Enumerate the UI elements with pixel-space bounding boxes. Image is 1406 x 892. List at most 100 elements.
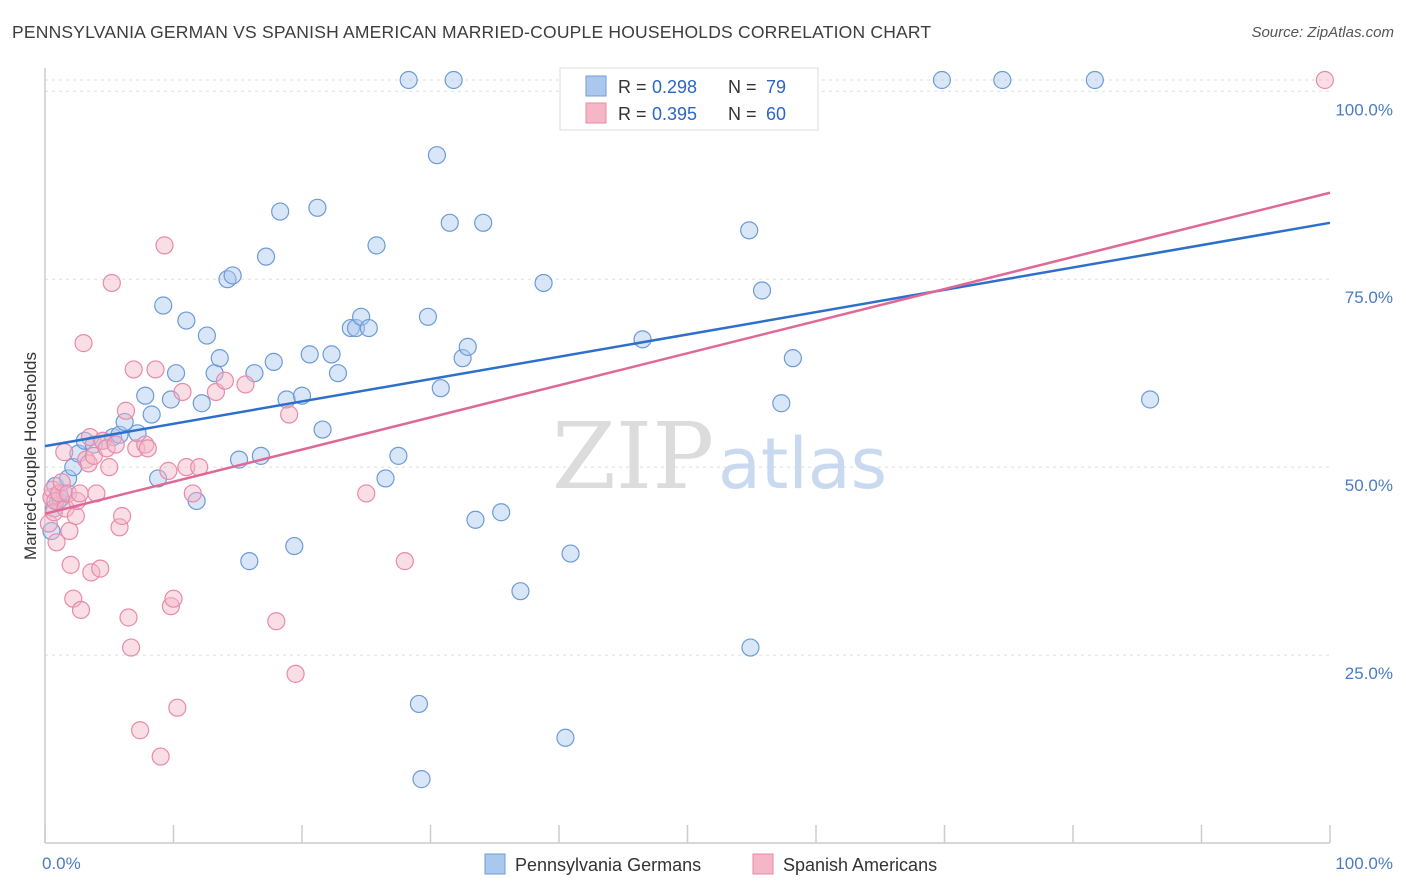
pennsylvania-german-point-24 bbox=[192, 394, 211, 413]
legend-n-value-2: 60 bbox=[766, 104, 786, 124]
pennsylvania-german-point-45 bbox=[341, 318, 360, 338]
spanish-american-point-43 bbox=[155, 236, 174, 255]
x-tick-label-min: 0.0% bbox=[42, 854, 81, 873]
pennsylvania-german-point-48 bbox=[359, 318, 378, 338]
watermark-atlas: atlas bbox=[718, 423, 887, 505]
pennsylvania-german-point-31 bbox=[240, 552, 259, 571]
pennsylvania-german-point-50 bbox=[376, 469, 395, 488]
spanish-american-point-59 bbox=[395, 552, 414, 571]
legend-r-label-2: R = bbox=[618, 104, 647, 124]
y-tick-label-100: 100.0% bbox=[1335, 100, 1393, 119]
legend-r-value-2: 0.395 bbox=[652, 104, 697, 124]
bottom-legend-swatch-pink bbox=[752, 853, 774, 875]
pennsylvania-german-point-63 bbox=[474, 213, 493, 232]
y-tick-label-25: 25.0% bbox=[1345, 664, 1393, 683]
pennsylvania-german-point-59 bbox=[444, 70, 463, 90]
pennsylvania-german-point-66 bbox=[534, 273, 553, 293]
spanish-american-point-0 bbox=[39, 514, 58, 533]
pennsylvania-german-point-53 bbox=[409, 694, 429, 714]
spanish-american-point-44 bbox=[159, 461, 178, 480]
spanish-american-point-38 bbox=[130, 721, 150, 740]
top-legend: R = 0.298 N = 79 R = 0.395 N = 60 bbox=[559, 67, 819, 131]
pennsylvania-german-point-35 bbox=[264, 352, 283, 371]
spanish-american-point-27 bbox=[97, 439, 116, 458]
y-tick-label-50: 50.0% bbox=[1345, 476, 1393, 495]
pennsylvania-german-point-36 bbox=[271, 202, 290, 221]
bottom-legend-label-2: Spanish Americans bbox=[783, 855, 937, 875]
pennsylvania-german-point-56 bbox=[427, 146, 447, 165]
pennsylvania-german-point-44 bbox=[328, 364, 348, 383]
spanish-american-point-28 bbox=[100, 458, 119, 477]
legend-n-value-1: 79 bbox=[766, 77, 786, 97]
legend-swatch-pink bbox=[585, 102, 607, 124]
spanish-american-point-25 bbox=[91, 559, 110, 578]
pennsylvania-german-point-51 bbox=[389, 446, 408, 465]
pennsylvania-german-point-75 bbox=[932, 70, 952, 90]
spanish-american-point-33 bbox=[116, 401, 136, 420]
pennsylvania-german-point-58 bbox=[440, 213, 459, 232]
spanish-american-point-34 bbox=[119, 608, 138, 627]
legend-r-value-1: 0.298 bbox=[652, 77, 697, 97]
spanish-american-point-57 bbox=[286, 664, 305, 683]
bottom-legend-label-1: Pennsylvania Germans bbox=[515, 855, 701, 875]
pennsylvania-german-point-76 bbox=[993, 70, 1012, 90]
y-tick-labels: 25.0% 50.0% 75.0% 100.0% bbox=[1335, 100, 1393, 683]
trend-lines bbox=[44, 191, 1331, 515]
spanish-american-point-41 bbox=[146, 360, 165, 379]
pennsylvania-german-point-27 bbox=[210, 349, 229, 368]
watermark-zip: ZIP bbox=[552, 403, 714, 510]
pennsylvania-german-point-41 bbox=[308, 198, 327, 217]
spanish-american-point-58 bbox=[357, 484, 376, 503]
spanish-american-point-7 bbox=[52, 473, 71, 492]
pennsylvania-german-point-65 bbox=[511, 582, 530, 601]
legend-n-label-2: N = bbox=[728, 104, 757, 124]
pennsylvania-german-point-64 bbox=[492, 503, 511, 522]
spanish-american-point-56 bbox=[280, 405, 299, 424]
spanish-american-point-16 bbox=[70, 484, 89, 503]
spanish-american-point-50 bbox=[183, 484, 202, 503]
spanish-american-point-35 bbox=[121, 638, 141, 657]
legend-swatch-blue bbox=[585, 75, 607, 97]
source-credit: Source: ZipAtlas.com bbox=[1251, 24, 1394, 41]
bottom-legend: Pennsylvania Germans Spanish Americans bbox=[484, 853, 937, 875]
pennsylvania-german-point-19 bbox=[154, 296, 173, 315]
pennsylvania-german-point-43 bbox=[322, 345, 341, 364]
spanish-american-point-8 bbox=[55, 443, 74, 462]
y-axis-title: Married-couple Households bbox=[21, 352, 40, 560]
spanish-american-point-36 bbox=[124, 360, 143, 379]
spanish-american-point-46 bbox=[164, 589, 183, 608]
spanish-american-point-17 bbox=[71, 600, 91, 620]
spanish-american-point-31 bbox=[110, 518, 129, 537]
pennsylvania-german-point-18 bbox=[148, 469, 168, 488]
trend-line-spanish-americans bbox=[44, 191, 1331, 515]
spanish-american-point-48 bbox=[173, 382, 192, 402]
spanish-american-point-29 bbox=[102, 273, 121, 293]
spanish-american-point-18 bbox=[74, 334, 93, 353]
pennsylvania-german-point-60 bbox=[453, 349, 472, 368]
spanish-american-point-32 bbox=[112, 506, 132, 526]
pennsylvania-german-point-55 bbox=[418, 307, 438, 326]
pennsylvania-german-point-52 bbox=[399, 70, 418, 90]
pennsylvania-german-point-77 bbox=[1085, 70, 1104, 90]
pennsylvania-german-point-42 bbox=[313, 420, 332, 439]
pennsylvania-german-point-71 bbox=[741, 638, 760, 657]
pennsylvania-german-point-29 bbox=[223, 266, 242, 285]
trend-line-pennsylvania-germans bbox=[44, 221, 1331, 448]
pennsylvania-german-point-67 bbox=[556, 728, 575, 747]
pennsylvania-german-point-74 bbox=[783, 349, 802, 368]
pennsylvania-german-point-22 bbox=[177, 311, 196, 330]
pennsylvania-german-point-54 bbox=[412, 770, 431, 789]
pennsylvania-german-point-16 bbox=[136, 386, 155, 405]
pennsylvania-german-point-72 bbox=[752, 281, 772, 300]
pennsylvania-german-point-17 bbox=[142, 405, 161, 424]
spanish-american-point-55 bbox=[267, 612, 286, 631]
spanish-american-point-49 bbox=[177, 458, 196, 477]
pennsylvania-german-point-61 bbox=[458, 337, 477, 356]
pennsylvania-german-point-69 bbox=[633, 330, 652, 349]
pennsylvania-german-point-46 bbox=[346, 318, 366, 338]
pennsylvania-german-point-38 bbox=[285, 536, 304, 556]
spanish-american-point-22 bbox=[82, 563, 101, 582]
spanish-american-point-11 bbox=[60, 521, 79, 541]
axes bbox=[44, 68, 1331, 844]
